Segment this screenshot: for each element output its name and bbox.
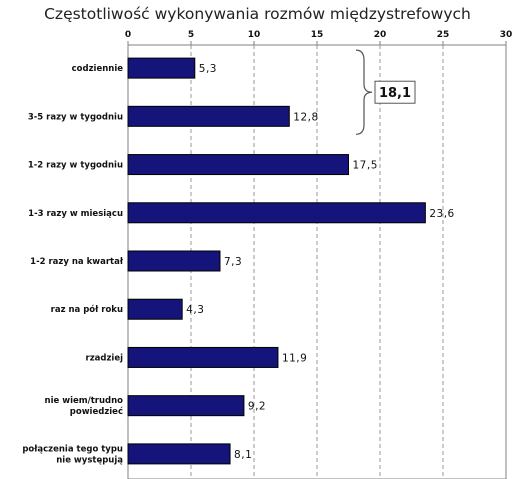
value-label: 9,2 [248, 401, 266, 413]
annotation-value: 18,1 [379, 86, 411, 101]
bar [127, 250, 221, 272]
value-label: 8,1 [234, 449, 252, 461]
value-label: 7,3 [224, 256, 242, 268]
category-label: nie wiem/trudno powiedzieć [45, 396, 124, 417]
value-label: 5,3 [199, 63, 217, 75]
value-label: 11,9 [282, 352, 307, 364]
bar [127, 105, 290, 127]
annotation-box [374, 80, 416, 104]
category-label: połączenia tego typu nie występują [22, 444, 123, 465]
x-tick-label: 15 [311, 30, 324, 40]
value-label: 17,5 [353, 160, 378, 172]
value-label: 12,8 [293, 111, 318, 123]
x-tick-label: 0 [125, 30, 131, 40]
category-label: 1-3 razy w miesiącu [28, 209, 123, 219]
bar [127, 443, 231, 465]
x-tick-label: 30 [500, 30, 513, 40]
category-label: 1-2 razy w tygodniu [28, 161, 123, 171]
x-tick-label: 5 [188, 30, 194, 40]
bar [127, 395, 245, 417]
bar [127, 346, 279, 368]
category-label: 3-5 razy w tygodniu [28, 112, 123, 122]
bar [127, 202, 426, 224]
bar [127, 57, 196, 79]
category-label: raz na pół roku [51, 304, 123, 315]
x-tick-label: 10 [248, 30, 261, 40]
brace-annotation [355, 49, 373, 135]
category-label: codziennie [72, 64, 124, 74]
chart-title: Częstotliwość wykonywania rozmów międzys… [44, 5, 471, 23]
value-label: 23,6 [429, 208, 454, 220]
x-tick-label: 20 [374, 30, 387, 40]
value-label: 4,3 [186, 304, 204, 316]
category-label: rzadziej [86, 353, 124, 363]
category-label: 1-2 razy na kwartał [30, 257, 124, 267]
x-tick-label: 25 [437, 30, 450, 40]
bar [127, 154, 349, 176]
bar [127, 298, 183, 320]
